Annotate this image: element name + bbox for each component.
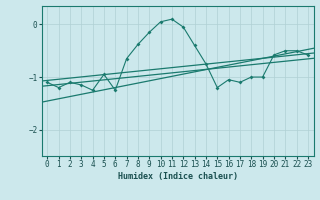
X-axis label: Humidex (Indice chaleur): Humidex (Indice chaleur) xyxy=(118,172,237,181)
